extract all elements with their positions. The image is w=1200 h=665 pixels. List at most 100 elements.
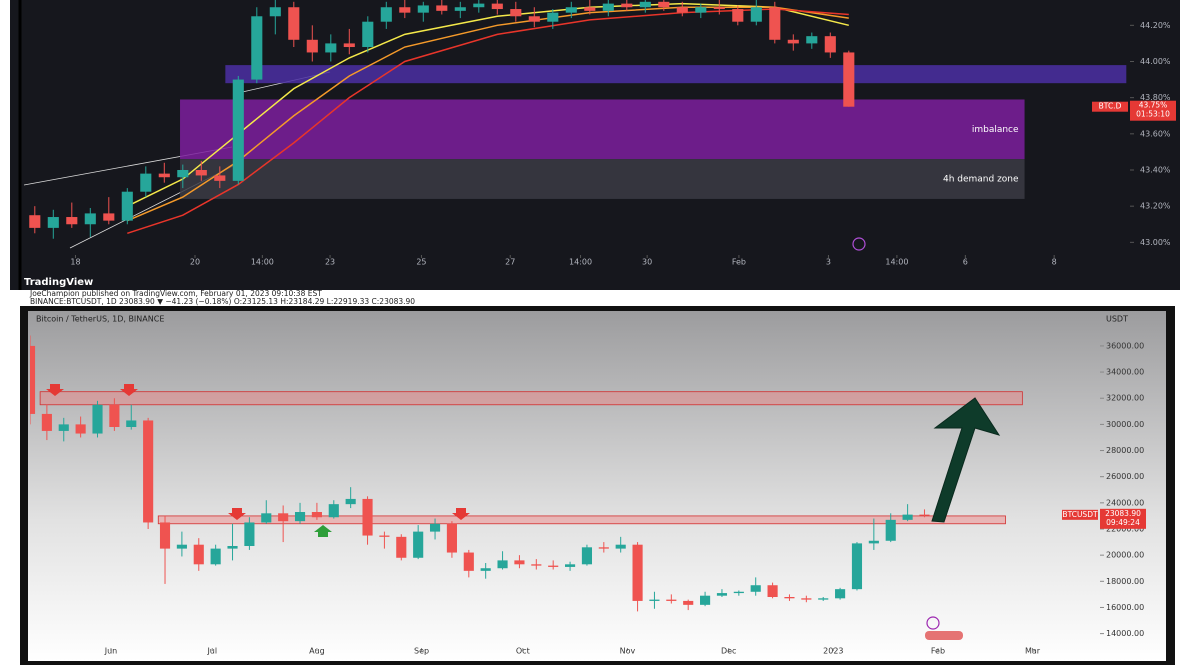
candle-body (732, 9, 744, 22)
candle-body (843, 52, 855, 107)
zone (39, 391, 1023, 406)
x-tick-label: Feb (732, 258, 746, 267)
candle-body (143, 420, 154, 523)
candle-body (480, 568, 491, 571)
candle-body (885, 519, 896, 541)
candle-body (713, 7, 725, 10)
markers (46, 384, 470, 537)
plot-area (30, 335, 1023, 612)
candle-body (801, 598, 812, 600)
candle-body (126, 420, 137, 427)
bottom-panel (28, 311, 1166, 661)
projection-arrow (931, 397, 1001, 523)
up-arrow (314, 525, 332, 537)
candle-body (750, 585, 761, 592)
y-tick-label: 20000.00 (1106, 551, 1144, 560)
x-tick-label: 8 (1052, 258, 1057, 267)
candle-body (695, 7, 707, 13)
x-tick-label: 27 (505, 258, 515, 267)
candle-body (676, 7, 688, 13)
candle-body (700, 595, 711, 605)
candle-body (177, 170, 189, 178)
candle-body (294, 512, 306, 522)
candle-body (380, 7, 392, 22)
x-tick-label: Jun (104, 647, 118, 656)
candle-body (288, 7, 300, 40)
candle-body (784, 597, 795, 599)
y-tick-label: 30000.00 (1106, 420, 1144, 429)
candle-body (121, 191, 133, 221)
candle-body (491, 3, 503, 10)
candle-body (362, 498, 373, 536)
candle-body (902, 514, 913, 520)
x-tick-label: 20 (190, 258, 200, 267)
candle-body (214, 175, 226, 181)
x-tick-label: 30 (642, 258, 652, 267)
candle-body (531, 564, 542, 566)
ribbon-line (126, 2, 849, 207)
x-tick-label: 14:00 (251, 258, 274, 267)
candle-body (581, 547, 593, 565)
down-arrow (452, 508, 470, 520)
x-tick-label: Aug (309, 647, 325, 656)
top-chart: imbalance 4h demand zone 43.00% 43.20% 43.40… (23, 0, 1176, 267)
y-tick-label: 43.20% (1140, 202, 1171, 211)
y-tick-label: 44.00% (1140, 57, 1171, 66)
y-tick-label: 43.00% (1140, 238, 1171, 247)
down-arrow (46, 384, 64, 396)
candle-body (362, 21, 374, 48)
candle-body (454, 7, 466, 11)
event-icon (852, 237, 866, 251)
zone (157, 515, 1006, 525)
candle-body (767, 585, 778, 597)
x-tick-label: Jul (206, 647, 217, 656)
candle-body (379, 535, 390, 537)
price-tag-bg (1100, 508, 1146, 529)
candle-body (615, 544, 626, 549)
candle-body (658, 1, 670, 8)
candle-body (399, 7, 411, 13)
candle-body (232, 79, 244, 181)
price-tag-price: 43.75% (1139, 101, 1168, 110)
candle-body (919, 514, 930, 516)
candle-body (47, 217, 59, 228)
candle-body (818, 598, 829, 600)
candle-body (261, 513, 272, 523)
y-tick-label: 32000.00 (1106, 394, 1144, 403)
candle-body (547, 12, 559, 22)
candle-body (311, 512, 322, 518)
candle-body (66, 217, 78, 225)
candle-body (548, 565, 559, 567)
quote: BINANCE:BTCUSDT, 1D 23083.90 ▼ −41.23 (−… (30, 297, 415, 306)
y-tick-label: 44.20% (1140, 21, 1171, 30)
candle-body (244, 522, 255, 546)
candle-body (210, 548, 221, 565)
candle-body (716, 593, 728, 596)
chart-title: Bitcoin / TetherUS, 1D, BINANCE (36, 315, 164, 324)
candle-body (868, 540, 879, 544)
candle-body (227, 546, 238, 549)
y-tick-label: 16000.00 (1106, 603, 1144, 612)
candle-body (417, 5, 429, 13)
plot-area (29, 0, 1127, 239)
y-tick-label: 22000.00 (1106, 525, 1144, 534)
candle-body (429, 523, 441, 532)
candle-body (413, 531, 424, 558)
candle-body (621, 3, 633, 8)
candle-body (30, 345, 36, 414)
y-tick-label: 24000.00 (1106, 498, 1144, 507)
x-tick-label: Oct (516, 647, 530, 656)
candle-body (565, 564, 576, 567)
candle-body (666, 599, 677, 601)
zone (180, 159, 1025, 199)
candle-body (158, 173, 170, 178)
candle-body (396, 536, 407, 558)
x-tick-label: 23 (325, 258, 335, 267)
price-tag-price: 23083.90 (1105, 509, 1141, 518)
candle-body (750, 7, 762, 22)
candle-body (436, 5, 448, 11)
candle-body (787, 39, 799, 44)
x-tick-label: 3 (826, 258, 831, 267)
